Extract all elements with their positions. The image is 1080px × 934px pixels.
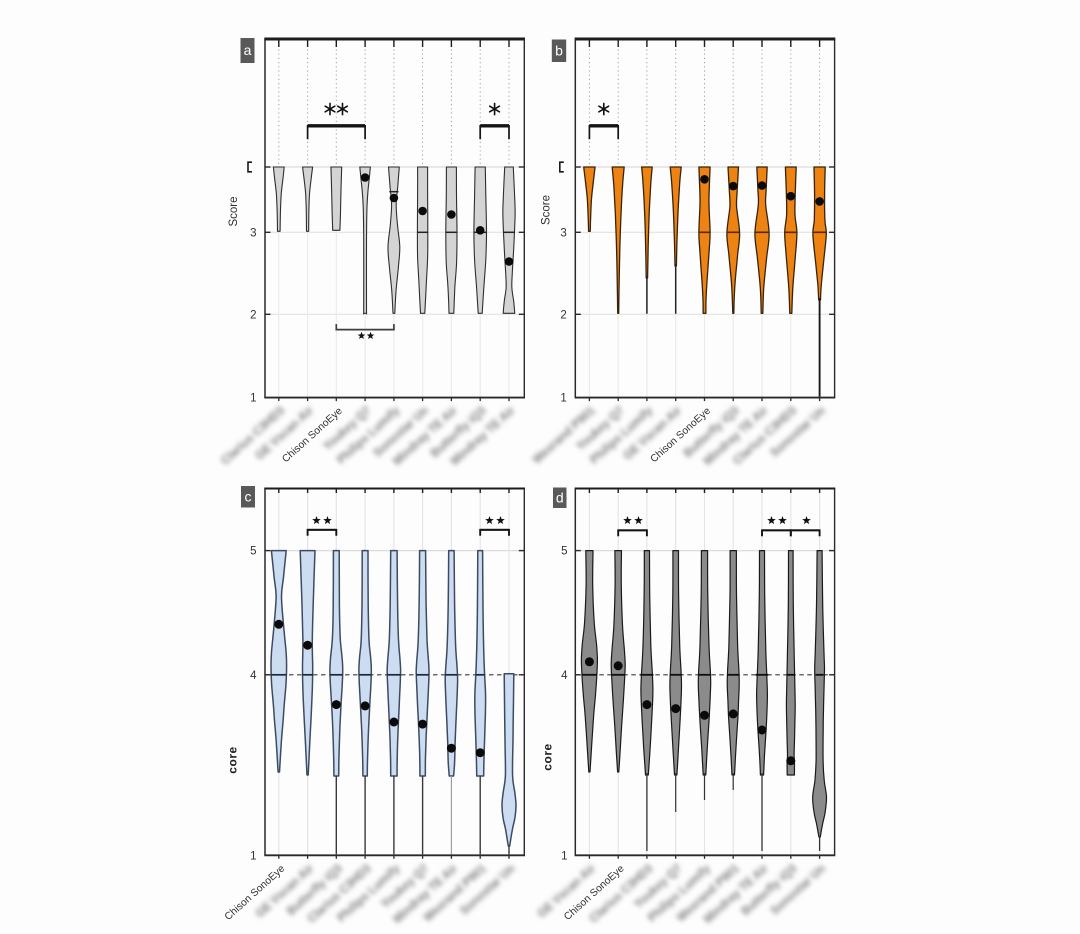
- svg-text:d: d: [556, 489, 564, 505]
- svg-text:a: a: [244, 42, 252, 58]
- svg-text:3: 3: [560, 227, 566, 239]
- svg-text:5: 5: [561, 546, 567, 558]
- svg-text:1: 1: [560, 393, 566, 405]
- svg-text:core: core: [226, 746, 240, 773]
- svg-text:Score: Score: [541, 195, 553, 225]
- svg-text:4: 4: [561, 670, 568, 682]
- svg-text:b: b: [555, 42, 563, 58]
- svg-text:core: core: [541, 743, 555, 770]
- svg-text:1: 1: [250, 850, 256, 862]
- svg-text:5: 5: [250, 546, 256, 558]
- svg-text:3: 3: [250, 227, 256, 239]
- svg-text:2: 2: [560, 309, 566, 321]
- svg-text:Score: Score: [228, 196, 240, 226]
- svg-text:4: 4: [250, 670, 257, 682]
- svg-text:1: 1: [250, 393, 256, 405]
- svg-text:c: c: [245, 488, 252, 504]
- svg-text:1: 1: [561, 850, 567, 862]
- svg-text:2: 2: [250, 309, 256, 321]
